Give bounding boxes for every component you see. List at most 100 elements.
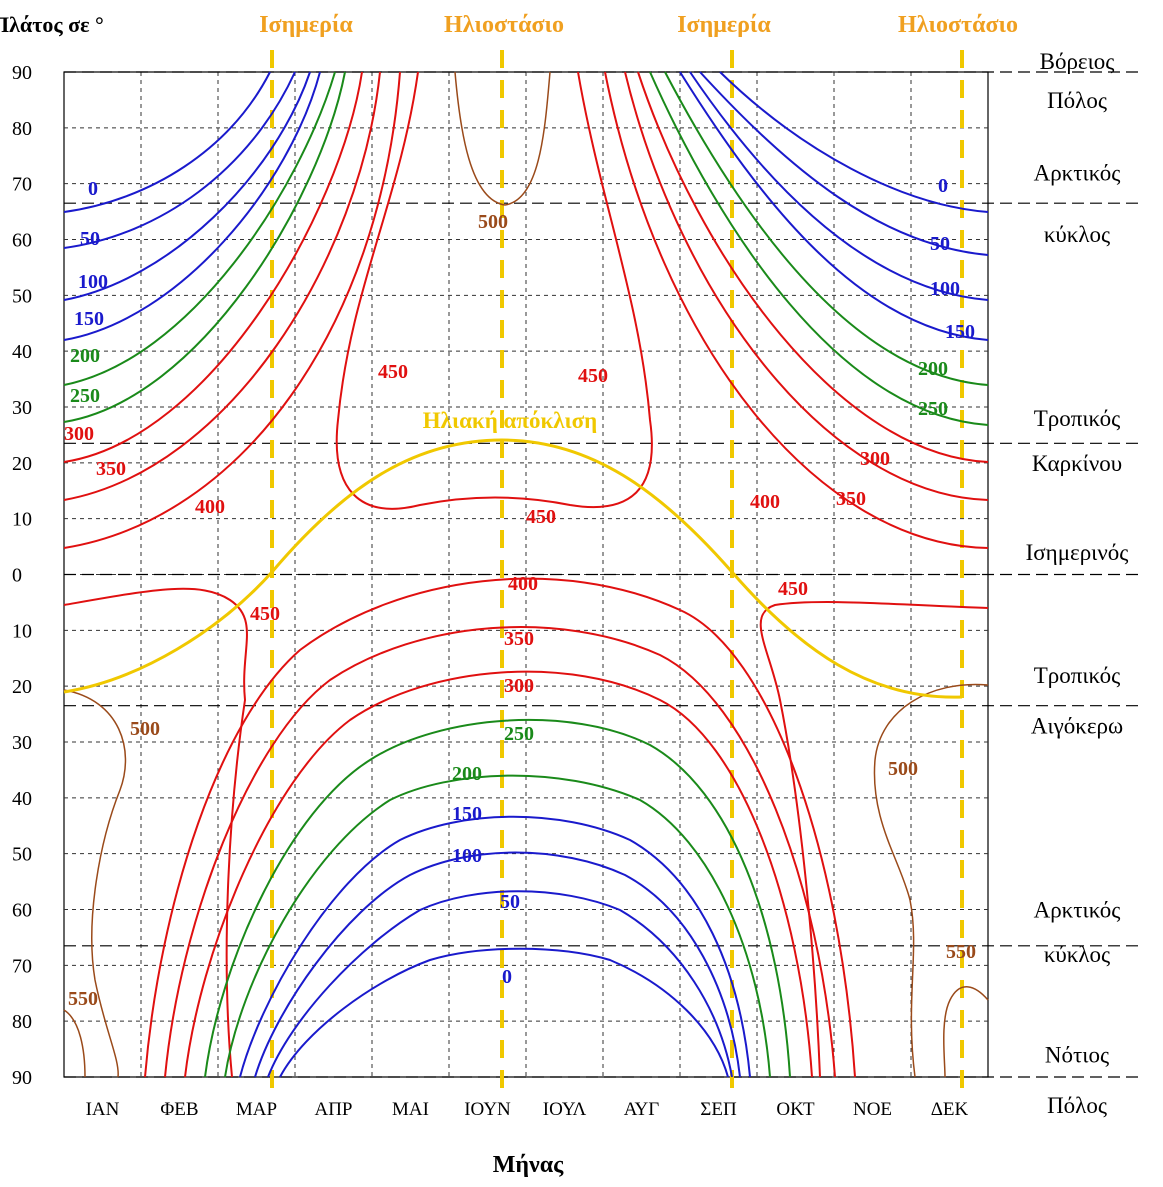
contour-line	[267, 890, 733, 1078]
geo-label: Πόλος	[1047, 1093, 1107, 1118]
contour-line	[943, 986, 989, 1078]
month-tick-label: ΑΥΓ	[624, 1099, 660, 1120]
contour-line	[63, 1009, 86, 1078]
geo-label: Καρκίνου	[1032, 451, 1122, 476]
geo-label: κύκλος	[1044, 222, 1110, 247]
contour-lines	[63, 71, 989, 1078]
contour-label: 450	[250, 603, 280, 625]
lat-tick-label: 70	[12, 174, 32, 196]
lat-tick-label: 60	[12, 230, 32, 252]
event-label: Ισημερία	[259, 12, 353, 38]
geo-label: Ισημερινός	[1026, 540, 1129, 565]
lat-tick-label: 20	[12, 453, 32, 475]
contour-line	[63, 71, 346, 423]
contour-label: 300	[860, 448, 890, 470]
contour-line	[454, 71, 551, 206]
contour-line	[144, 577, 856, 1078]
lat-tick-label: 70	[12, 955, 32, 977]
contour-label: 450	[526, 506, 556, 528]
contour-line	[873, 683, 989, 1078]
contour-label: 350	[836, 488, 866, 510]
contour-line	[63, 587, 248, 1078]
contour-line	[63, 71, 381, 501]
contour-label: 150	[452, 803, 482, 825]
geo-label: Τροπικός	[1034, 663, 1121, 688]
month-tick-label: ΜΑΙ	[392, 1099, 429, 1120]
contour-line	[224, 774, 771, 1078]
contour-label: 150	[74, 308, 104, 330]
geo-label: Αιγόκερω	[1031, 713, 1123, 738]
event-label: Ηλιοστάσιο	[444, 12, 564, 38]
contour-label: 350	[504, 628, 534, 650]
contour-label: 50	[930, 233, 950, 255]
lat-tick-label: 90	[12, 62, 32, 84]
contour-line	[679, 71, 989, 341]
contour-label: 100	[452, 845, 482, 867]
contour-label: 50	[500, 891, 520, 913]
event-label: Ηλιοστάσιο	[898, 12, 1018, 38]
lat-tick-label: 30	[12, 732, 32, 754]
contour-label: 250	[504, 723, 534, 745]
contour-label: 100	[78, 271, 108, 293]
declination-label: Ηλιακή απόκλιση	[423, 408, 597, 433]
geo-label: κύκλος	[1044, 942, 1110, 967]
lat-tick-label: 10	[12, 509, 32, 531]
contour-label: 150	[945, 321, 975, 343]
lat-tick-label: 80	[12, 118, 32, 140]
lat-tick-label: 10	[12, 620, 32, 642]
contour-label: 200	[452, 763, 482, 785]
event-label: Ισημερία	[677, 12, 771, 38]
contour-line	[649, 71, 989, 426]
contour-line	[604, 71, 989, 549]
x-axis-title: Μήνας	[493, 1152, 564, 1178]
contour-line	[239, 815, 751, 1078]
contour-line	[759, 601, 989, 1078]
month-tick-label: ΙΟΥΛ	[543, 1099, 587, 1120]
contour-line	[689, 71, 989, 301]
contour-label: 450	[578, 365, 608, 387]
contour-line	[664, 71, 989, 386]
y-axis-title: Πλάτος σε °	[0, 12, 104, 37]
contour-label: 0	[938, 175, 948, 197]
month-tick-label: ΙΑΝ	[86, 1099, 120, 1120]
month-tick-label: ΙΟΥΝ	[464, 1099, 511, 1120]
contour-label: 400	[508, 573, 538, 595]
month-tick-label: ΟΚΤ	[776, 1099, 815, 1120]
contour-label: 400	[750, 491, 780, 513]
contour-line	[204, 718, 791, 1078]
contour-line	[184, 670, 813, 1078]
geo-label: Νότιος	[1045, 1043, 1109, 1068]
contour-label: 300	[504, 675, 534, 697]
lat-tick-label: 60	[12, 900, 32, 922]
contour-label: 550	[68, 988, 98, 1010]
lat-tick-label: 80	[12, 1011, 32, 1033]
lat-tick-label: 50	[12, 844, 32, 866]
contour-label: 450	[778, 578, 808, 600]
lat-tick-label: 30	[12, 397, 32, 419]
contour-label: 550	[946, 941, 976, 963]
contour-line	[624, 71, 989, 501]
contour-label: 300	[64, 423, 94, 445]
contour-label: 100	[930, 278, 960, 300]
contour-label: 350	[96, 458, 126, 480]
geo-label: Βόρειος	[1040, 49, 1115, 74]
contour-line	[279, 947, 729, 1078]
contour-label: 250	[918, 398, 948, 420]
month-tick-label: ΑΠΡ	[314, 1099, 352, 1120]
contour-label: 500	[130, 718, 160, 740]
contour-line	[63, 71, 363, 463]
lat-tick-label: 40	[12, 788, 32, 810]
contour-label: 500	[888, 758, 918, 780]
contour-line	[63, 71, 296, 249]
lat-tick-label: 50	[12, 285, 32, 307]
contour-line	[63, 71, 336, 386]
month-tick-label: ΔΕΚ	[931, 1099, 969, 1120]
geo-label: Αρκτικός	[1034, 898, 1121, 923]
lat-tick-label: 0	[12, 565, 22, 587]
contour-line	[63, 71, 311, 301]
contour-label: 0	[88, 178, 98, 200]
geo-label: Αρκτικός	[1034, 161, 1121, 186]
month-tick-label: ΦΕΒ	[160, 1099, 198, 1120]
lat-tick-label: 20	[12, 676, 32, 698]
